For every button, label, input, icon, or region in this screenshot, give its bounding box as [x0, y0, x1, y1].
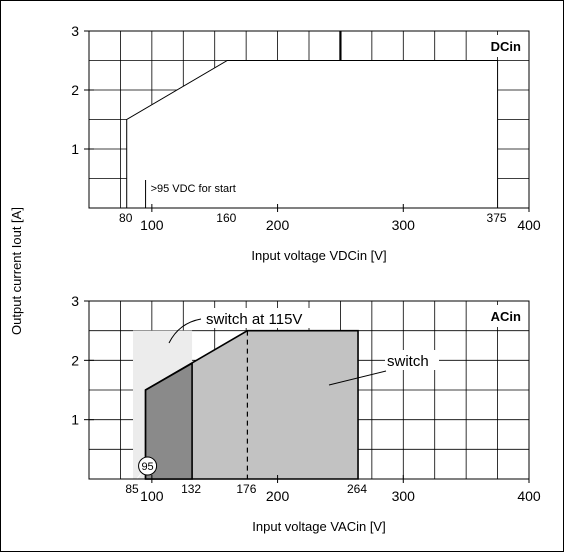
ac-marker-264: 264	[347, 482, 367, 496]
ac-chart: 1 2 3 100 200 300 400 85 132 176 264 switch at 1…	[71, 293, 541, 534]
ac-x-ticks: 100 200 300 400	[140, 475, 541, 504]
dc-x-tick-label: 100	[140, 217, 164, 233]
dc-chart: 1 2 3 100 200 300 400 80 160 375 >95 VDC for st…	[71, 23, 541, 263]
ac-x-tick-label: 300	[392, 488, 416, 504]
dc-x-tick-label: 400	[517, 217, 541, 233]
ac-x-tick-label: 400	[517, 488, 541, 504]
ac-x-axis-label: Input voltage VACin [V]	[252, 519, 385, 534]
ac-marker-132: 132	[181, 482, 201, 496]
ac-callout-115v: switch at 115V	[206, 311, 302, 328]
ac-marker-85: 85	[125, 482, 139, 496]
ac-y-tick-label: 2	[71, 352, 79, 368]
ac-95-leader	[133, 472, 142, 484]
ac-callout-switch-leader	[328, 370, 387, 386]
ac-x-tick-label: 100	[140, 488, 164, 504]
dc-marker-80: 80	[119, 211, 133, 225]
dc-y-tick-label: 2	[71, 82, 79, 98]
ac-plot-border	[88, 300, 530, 480]
y-axis-label: Output current Iout [A]	[9, 207, 24, 335]
ac-boundary-markers: 85 132 176 264	[125, 482, 367, 496]
ac-y-tick-label: 3	[71, 293, 79, 309]
dc-title-tag: DCin	[491, 39, 521, 54]
ac-95-circle	[138, 456, 158, 476]
dc-marker-160: 160	[216, 211, 236, 225]
ac-callout-115v-bg	[203, 308, 333, 328]
ac-95-label: 95	[141, 461, 153, 473]
ac-y-tick-label: 1	[71, 412, 79, 428]
dc-tag-box	[479, 35, 527, 57]
dc-plot-border	[88, 30, 530, 209]
dc-marker-375: 375	[487, 211, 507, 225]
dc-y-tick-label: 3	[71, 23, 79, 39]
ac-callout-switch: switch	[387, 353, 429, 370]
ac-x-tick-label: 200	[266, 488, 290, 504]
ac-title-tag: ACin	[491, 309, 521, 324]
ac-marker-176: 176	[236, 482, 256, 496]
dc-y-ticks: 1 2 3	[71, 23, 94, 157]
dc-start-annotation: >95 VDC for start	[151, 183, 236, 195]
ac-tag-box	[479, 305, 527, 327]
dc-boundary-markers: 80 160 375	[119, 211, 507, 225]
dc-x-tick-label: 300	[392, 217, 416, 233]
dc-x-tick-label: 200	[266, 217, 290, 233]
dc-y-tick-label: 1	[71, 141, 79, 157]
ac-callout-switch-bg	[385, 350, 439, 370]
ac-callout-115v-leader	[168, 318, 202, 344]
dc-x-ticks: 100 200 300 400	[140, 204, 541, 233]
ac-y-ticks: 1 2 3	[71, 293, 94, 428]
dc-x-axis-label: Input voltage VDCin [V]	[251, 248, 386, 263]
